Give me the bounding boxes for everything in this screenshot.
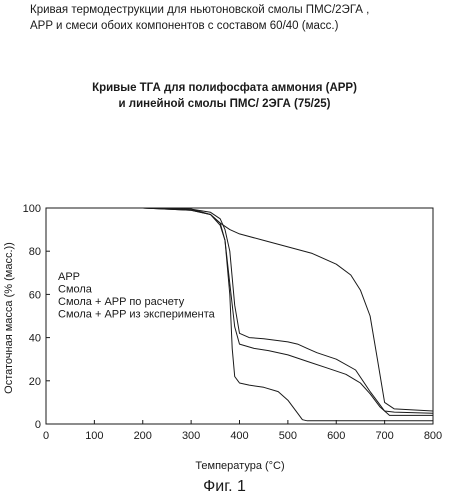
x-tick-label: 400 xyxy=(230,430,248,442)
legend-entry: APP xyxy=(58,271,80,283)
y-tick-label: 40 xyxy=(29,333,41,345)
figure-label: Фиг. 1 xyxy=(0,478,449,496)
legend: APPСмолаСмола + APP по расчетуСмола + AP… xyxy=(58,271,216,321)
x-tick-label: 300 xyxy=(182,430,200,442)
x-tick-label: 200 xyxy=(134,430,152,442)
x-tick-label: 600 xyxy=(327,430,345,442)
x-tick-label: 500 xyxy=(279,430,297,442)
y-tick-label: 100 xyxy=(23,203,41,215)
y-axis-label: Остаточная масса (% (масс.)) xyxy=(3,242,15,394)
y-tick-label: 0 xyxy=(35,419,41,431)
legend-entry: Смола + APP по расчету xyxy=(58,296,185,308)
x-tick-label: 0 xyxy=(43,430,49,442)
x-axis-label-prefix: Температура ( xyxy=(195,460,269,472)
y-tick-label: 60 xyxy=(29,289,41,301)
legend-entry: Смола xyxy=(58,284,93,296)
y-tick-label: 80 xyxy=(29,246,41,258)
x-axis-label-unit: °C) xyxy=(269,460,285,472)
x-tick-label: 800 xyxy=(424,430,442,442)
y-tick-label: 20 xyxy=(29,376,41,388)
x-tick-label: 700 xyxy=(375,430,393,442)
x-tick-label: 100 xyxy=(85,430,103,442)
legend-entry: Смола + APP из эксперимента xyxy=(58,309,216,321)
x-axis-label: Температура (°C) xyxy=(195,460,284,472)
